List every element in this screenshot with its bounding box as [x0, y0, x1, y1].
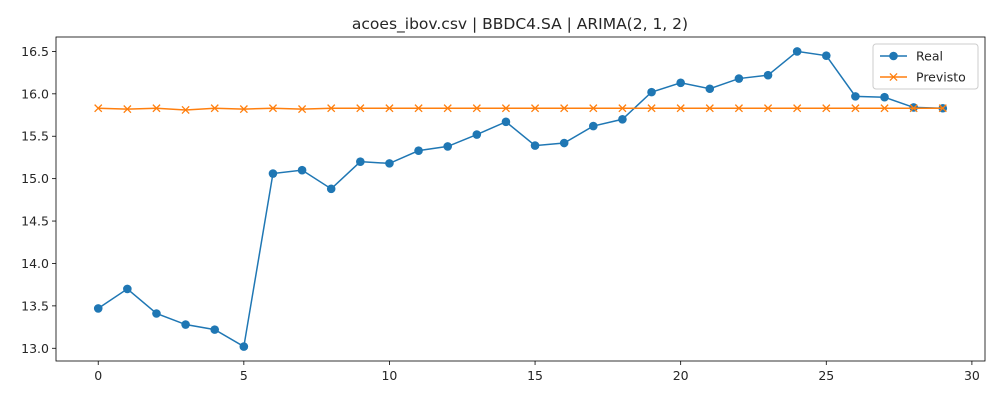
data-point	[589, 104, 598, 113]
data-point	[851, 104, 860, 113]
data-point	[589, 121, 598, 131]
y-tick-label: 14.5	[21, 214, 49, 229]
data-point	[443, 142, 452, 151]
data-point	[734, 74, 744, 83]
x-tick-label: 10	[381, 368, 397, 383]
data-point	[559, 138, 569, 148]
data-point	[385, 104, 394, 113]
series-layer	[93, 47, 948, 351]
data-point	[356, 157, 365, 166]
data-point	[210, 104, 219, 113]
legend-entry: Real	[880, 49, 943, 64]
chart-title: acoes_ibov.csv | BBDC4.SA | ARIMA(2, 1, …	[352, 15, 688, 34]
data-point	[356, 104, 365, 113]
data-point	[530, 141, 540, 150]
data-point	[268, 104, 278, 113]
data-point	[239, 105, 248, 114]
data-point	[618, 104, 627, 113]
x-axis: 0 5 10 15 20 25 30	[94, 361, 980, 383]
series-real	[93, 47, 948, 351]
data-point	[443, 104, 452, 113]
y-tick-label: 14.0	[21, 256, 49, 271]
legend-label: Real	[916, 49, 943, 64]
data-point	[93, 304, 103, 313]
data-point	[239, 342, 249, 351]
data-point	[763, 104, 773, 113]
data-point	[676, 78, 685, 88]
data-point	[385, 159, 394, 168]
x-tick-label: 30	[964, 368, 980, 383]
data-point	[152, 309, 161, 318]
y-tick-label: 15.0	[21, 171, 49, 186]
data-point	[938, 104, 947, 113]
data-point	[268, 169, 278, 178]
data-point	[181, 320, 190, 329]
series-line-real	[97, 50, 943, 348]
series-line-previsto	[98, 107, 943, 111]
data-point	[909, 104, 918, 113]
data-point	[472, 130, 482, 139]
data-point	[414, 104, 423, 113]
legend-label: Previsto	[916, 70, 966, 85]
data-point	[152, 104, 161, 113]
data-point	[705, 84, 715, 94]
data-point	[647, 87, 656, 97]
data-point	[705, 104, 714, 113]
data-point	[94, 104, 103, 113]
data-point	[501, 104, 510, 113]
x-tick-label: 5	[240, 368, 248, 383]
series-previsto	[94, 104, 947, 115]
data-point	[327, 104, 336, 113]
plot-frame	[55, 36, 986, 362]
y-axis: 13.0 13.5 14.0 14.5 15.0 15.5 16.0 16.5	[21, 44, 56, 356]
data-point	[880, 92, 889, 102]
data-point	[123, 284, 132, 294]
data-point	[531, 104, 540, 113]
data-point	[647, 104, 656, 113]
data-point	[821, 51, 831, 60]
data-point	[792, 47, 802, 56]
y-tick-label: 16.0	[21, 86, 49, 101]
data-point	[734, 104, 743, 113]
data-point	[297, 165, 307, 175]
legend-entry: Previsto	[880, 70, 966, 85]
data-point	[793, 104, 802, 113]
y-tick-label: 13.5	[21, 298, 49, 313]
y-tick-label: 13.0	[21, 341, 49, 356]
data-point	[822, 104, 831, 113]
y-tick-label: 16.5	[21, 44, 49, 59]
data-point	[501, 117, 511, 127]
data-point	[414, 146, 423, 155]
data-point	[326, 184, 336, 194]
data-point	[763, 70, 773, 80]
data-point	[851, 92, 860, 101]
x-tick-label: 15	[527, 368, 543, 383]
data-point	[880, 104, 889, 113]
legend: Real Previsto	[872, 43, 979, 90]
x-tick-label: 0	[94, 368, 102, 383]
data-point	[560, 104, 569, 113]
data-point	[618, 114, 627, 124]
data-point	[181, 105, 190, 115]
data-point	[123, 105, 132, 114]
data-point	[676, 104, 685, 113]
data-point	[298, 105, 307, 114]
x-tick-label: 20	[673, 368, 689, 383]
data-point	[210, 325, 220, 334]
x-tick-label: 25	[818, 368, 834, 383]
data-point	[472, 104, 481, 113]
y-tick-label: 15.5	[21, 129, 49, 144]
